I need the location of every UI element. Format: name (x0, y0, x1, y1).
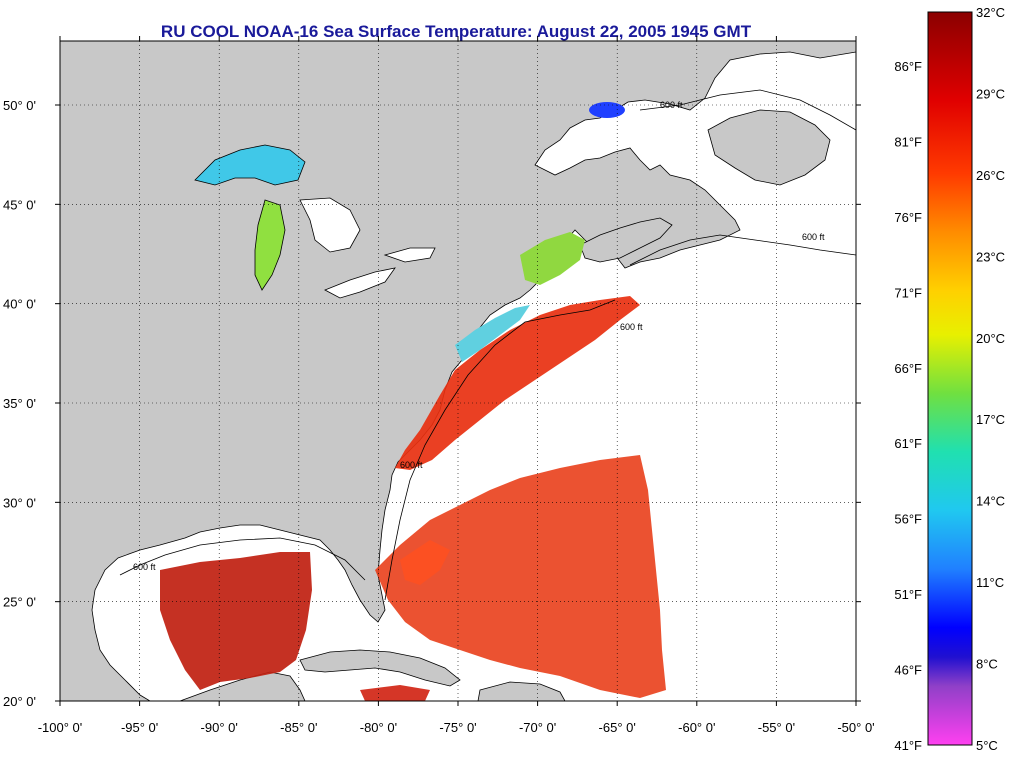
colorbar-fahrenheit-label: 71°F (894, 285, 922, 300)
lat-tick-label: 35° 0' (3, 396, 36, 411)
contour-label: 600 ft (802, 232, 825, 242)
lon-tick-label: -70° 0' (519, 720, 556, 735)
land-cuba (299, 649, 461, 687)
colorbar-fahrenheit-label: 81°F (894, 134, 922, 149)
contour-label: 600 ft (620, 322, 643, 332)
lake-ontario (383, 247, 436, 263)
lon-tick-label: -80° 0' (360, 720, 397, 735)
colorbar-fahrenheit-label: 51°F (894, 587, 922, 602)
land-yucatan (179, 671, 306, 701)
sst-atlantic-swath (375, 455, 666, 698)
colorbar (927, 11, 973, 746)
gulf-st-lawrence-water (589, 102, 625, 118)
colorbar-fahrenheit-label: 86°F (894, 59, 922, 74)
colorbar-celsius-label: 8°C (976, 657, 998, 672)
sst-caribbean (360, 685, 430, 701)
colorbar-fahrenheit-label: 66°F (894, 361, 922, 376)
lake-erie (324, 267, 396, 299)
colorbar-celsius-label: 32°C (976, 5, 1005, 20)
lon-tick-label: -75° 0' (439, 720, 476, 735)
sst-florida-straits (400, 540, 450, 585)
colorbar-fahrenheit-label: 56°F (894, 512, 922, 527)
colorbar-celsius-label: 17°C (976, 412, 1005, 427)
lon-tick-label: -55° 0' (758, 720, 795, 735)
map-axes: -100° 0' -95° 0' -90° 0' -85° 0' -80° 0' -75°… (3, 36, 875, 735)
mid-atlantic-shelf-water (455, 305, 530, 362)
lon-tick-label: -90° 0' (201, 720, 238, 735)
colorbar-celsius-label: 5°C (976, 738, 998, 753)
lat-tick-label: 45° 0' (3, 197, 36, 212)
sst-gulf-of-mexico (160, 552, 312, 690)
sst-gulf-stream (395, 296, 640, 470)
lat-tick-label: 50° 0' (3, 98, 36, 113)
colorbar-celsius-label: 20°C (976, 331, 1005, 346)
colorbar-celsius-label: 29°C (976, 86, 1005, 101)
land-nova-scotia (579, 217, 673, 263)
contour-label: 600 ft (660, 100, 683, 110)
lon-tick-label: -95° 0' (121, 720, 158, 735)
colorbar-celsius-label: 23°C (976, 249, 1005, 264)
lat-tick-label: 30° 0' (3, 495, 36, 510)
gulf-of-maine-water (520, 232, 585, 285)
colorbar-fahrenheit-label: 61°F (894, 436, 922, 451)
colorbar-fahrenheit-label: 76°F (894, 210, 922, 225)
lake-michigan (254, 199, 286, 291)
colorbar-celsius-label: 14°C (976, 494, 1005, 509)
colorbar-fahrenheit-label: 46°F (894, 663, 922, 678)
colorbar-celsius-label: 11°C (976, 575, 1004, 590)
contour-label: 600 ft (400, 460, 423, 470)
colorbar-celsius-label: 26°C (976, 168, 1005, 183)
lon-tick-label: -65° 0' (599, 720, 636, 735)
colorbar-fahrenheit-label: 41°F (894, 738, 922, 753)
lon-tick-label: -50° 0' (837, 720, 874, 735)
lat-tick-label: 20° 0' (3, 694, 36, 709)
lake-superior (194, 144, 306, 186)
map-area (60, 41, 856, 701)
lat-tick-label: 25° 0' (3, 595, 36, 610)
contour-600ft (119, 89, 856, 601)
colorbar-labels: 32°C 29°C 26°C 23°C 20°C 17°C 14°C 11°C 8°C 5°C 86… (894, 5, 1005, 753)
lon-tick-label: -100° 0' (38, 720, 83, 735)
land-newfoundland (707, 109, 831, 186)
map-title: RU COOL NOAA-16 Sea Surface Temperature:… (160, 22, 752, 41)
contour-label: 600 ft (133, 562, 156, 572)
lake-huron (299, 197, 361, 253)
lon-tick-label: -60° 0' (678, 720, 715, 735)
lon-tick-label: -85° 0' (280, 720, 317, 735)
lat-tick-label: 40° 0' (3, 297, 36, 312)
grid-lines (60, 41, 856, 701)
land-hispaniola (477, 681, 566, 701)
